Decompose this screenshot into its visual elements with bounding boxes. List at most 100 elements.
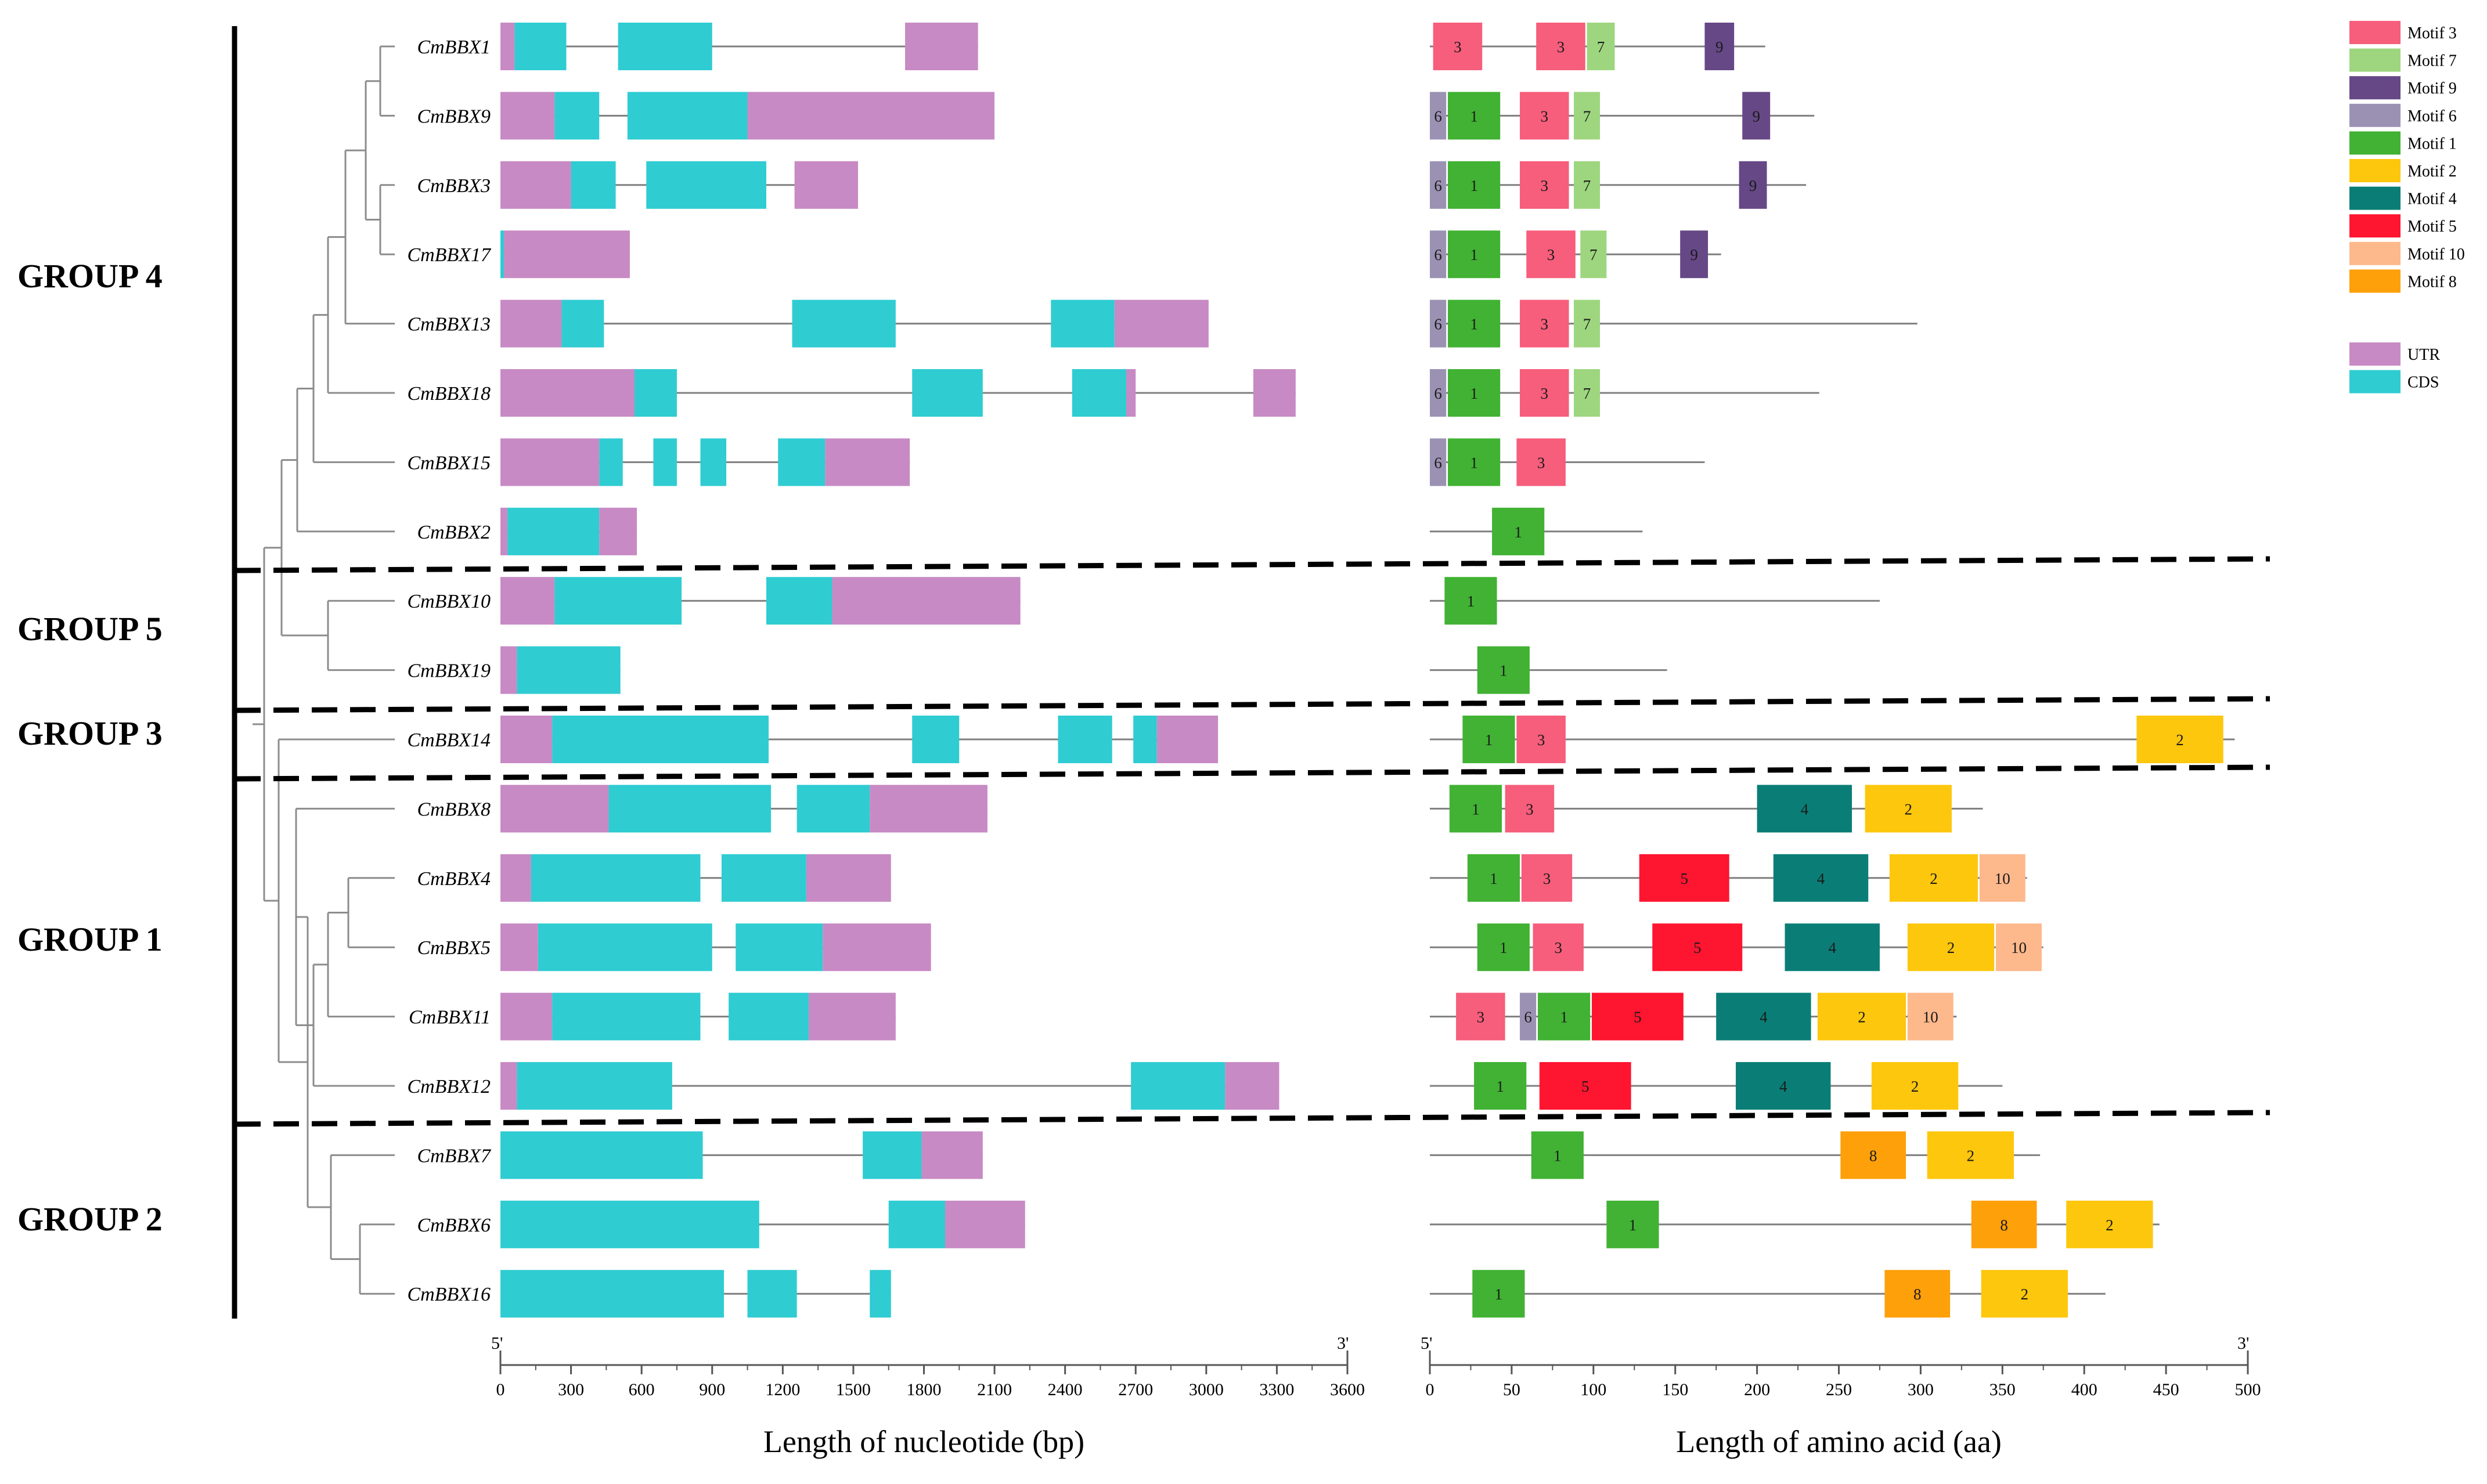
legend-label: UTR — [2407, 346, 2440, 364]
cds-segment — [653, 438, 677, 486]
motif-9-box — [1680, 230, 1709, 279]
legend-label: Motif 2 — [2407, 163, 2457, 180]
gene-label: CmBBX11 — [409, 1007, 491, 1028]
legend-swatch — [2349, 269, 2401, 293]
motif-number: 3 — [1541, 177, 1549, 194]
motif-number: 9 — [1749, 177, 1757, 194]
tick-label: 2700 — [1118, 1380, 1153, 1399]
legend: Motif 3 Motif 7 Motif 9 Motif 6 Motif 1 Motif… — [2349, 21, 2465, 393]
motif-number: 1 — [1514, 523, 1522, 541]
gene-label: CmBBX3 — [417, 175, 491, 197]
protein-motifs: 6 1 3 — [1430, 438, 1705, 486]
group-labels: GROUP 4 GROUP 5 GROUP 3 GROUP 1 GROUP 2 — [17, 257, 163, 1238]
motif-number: 1 — [1470, 177, 1478, 194]
tick-label: 3300 — [1259, 1380, 1294, 1399]
motif-number: 5 — [1693, 939, 1702, 956]
protein-motifs: 6 1 3 7 — [1430, 369, 1819, 417]
protein-motifs: 1 8 2 — [1430, 1200, 2160, 1248]
gene-labels: CmBBX1 CmBBX9 CmBBX3 CmBBX17 CmBBX13 CmBBX18 C… — [407, 37, 492, 1305]
cds-segment — [729, 992, 809, 1041]
motif-6-box — [1430, 369, 1447, 417]
gene-label: CmBBX1 — [417, 37, 491, 58]
gene-structure — [500, 1062, 1279, 1110]
motif-number: 3 — [1547, 246, 1555, 263]
motif-5-box — [1652, 923, 1743, 972]
motif-number: 3 — [1554, 939, 1562, 956]
motif-number: 4 — [1828, 939, 1836, 956]
protein-motifs: 1 8 2 — [1430, 1131, 2041, 1179]
gene-structure — [500, 1131, 983, 1179]
gene-label: CmBBX10 — [407, 591, 491, 612]
motif-8-box — [1840, 1131, 1906, 1179]
gene-label: CmBBX9 — [417, 106, 491, 127]
axis-title: Length of amino acid (aa) — [1676, 1424, 2002, 1459]
legend-label: Motif 9 — [2407, 80, 2457, 98]
protein-motifs: 6 1 3 7 9 — [1430, 161, 1807, 209]
cds-segment — [1051, 299, 1115, 348]
motif-1-box — [1537, 992, 1591, 1041]
motif-4-box — [1735, 1062, 1831, 1110]
cds-segment — [514, 23, 567, 70]
motif-1-box — [1447, 299, 1501, 348]
motif-2-box — [2066, 1200, 2153, 1248]
protein-motifs: 1 3 4 2 — [1430, 785, 1983, 833]
motif-1-box — [1467, 854, 1520, 902]
gene-label: CmBBX4 — [417, 868, 491, 890]
tick-label: 300 — [1908, 1380, 1934, 1399]
utr-segment — [500, 23, 515, 70]
motif-3-box — [1533, 923, 1584, 972]
cds-segment — [531, 854, 701, 902]
utr-segment — [1114, 299, 1209, 348]
motif-4-box — [1785, 923, 1880, 972]
group-label: GROUP 5 — [17, 610, 163, 648]
motif-5-box — [1639, 854, 1729, 902]
motif-number: 3 — [1537, 454, 1545, 471]
motif-3-box — [1519, 369, 1569, 417]
cds-segment — [500, 1131, 703, 1179]
motif-number: 3 — [1541, 385, 1549, 402]
tick-label: 200 — [1744, 1380, 1770, 1399]
motif-1-box — [1462, 716, 1515, 763]
gene-structure — [500, 854, 891, 902]
cds-segment — [517, 1062, 672, 1110]
cds-segment — [500, 1200, 759, 1248]
motif-3-box — [1516, 716, 1566, 763]
motif-1-box — [1447, 369, 1501, 417]
gene-structure — [500, 161, 859, 209]
cds-segment — [561, 299, 604, 348]
motif-3-box — [1456, 992, 1505, 1041]
utr-segment — [870, 785, 987, 833]
five-prime-label: 5' — [491, 1334, 503, 1353]
gene-structure-panel — [500, 23, 1296, 1318]
cds-segment — [618, 23, 712, 70]
cds-segment — [721, 854, 806, 902]
motif-number: 9 — [1715, 38, 1724, 56]
legend-label: Motif 4 — [2407, 190, 2457, 208]
cds-segment — [554, 92, 600, 140]
motif-7-box — [1573, 92, 1601, 140]
tick-label: 400 — [2071, 1380, 2097, 1399]
motif-number: 3 — [1543, 870, 1551, 887]
motif-number: 2 — [1905, 800, 1913, 818]
motif-2-box — [1981, 1270, 2068, 1318]
tick-label: 2400 — [1048, 1380, 1083, 1399]
motif-number: 1 — [1470, 107, 1478, 125]
cds-segment — [766, 577, 832, 625]
gene-structure — [500, 369, 1296, 417]
cds-segment — [500, 1270, 725, 1318]
gene-structure — [500, 923, 931, 972]
motif-2-box — [1907, 923, 1995, 972]
gene-label: CmBBX13 — [407, 314, 491, 335]
three-prime-label: 3' — [1337, 1334, 1349, 1353]
cds-segment — [888, 1200, 945, 1248]
protein-motifs: 6 1 3 7 9 — [1430, 230, 1721, 279]
motif-panel: 3 3 7 9 6 1 3 7 9 6 1 3 7 9 6 1 3 7 9 6 1 3 7 6 1 3 7 6 1 3 1 1 1 1 3 2 1 3 4 2… — [1430, 23, 2235, 1318]
gene-label: CmBBX15 — [407, 452, 491, 474]
gene-label: CmBBX5 — [417, 937, 491, 959]
motif-2-box — [1871, 1062, 1959, 1110]
motif-3-box — [1519, 161, 1569, 209]
protein-motifs: 1 — [1430, 507, 1643, 555]
motif-number: 3 — [1454, 38, 1462, 56]
motif-3-box — [1433, 23, 1483, 70]
